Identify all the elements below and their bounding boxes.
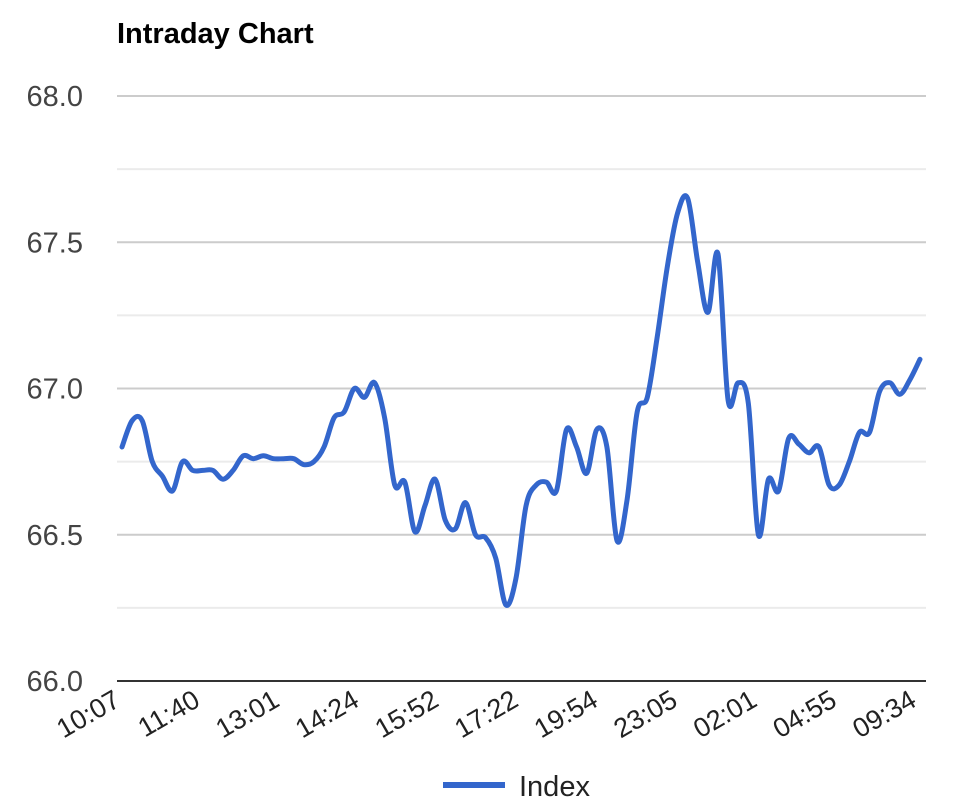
x-tick-label: 17:22 (449, 684, 523, 744)
y-tick-label: 66.0 (27, 666, 83, 698)
x-tick-label: 13:01 (211, 684, 285, 744)
x-tick-label: 14:24 (290, 684, 364, 744)
x-tick-label: 11:40 (133, 684, 205, 743)
x-tick-label: 04:55 (768, 684, 842, 744)
y-tick-label: 66.5 (27, 520, 83, 552)
chart-title: Intraday Chart (117, 18, 314, 50)
x-tick-label: 23:05 (609, 684, 683, 744)
x-tick-label: 15:52 (370, 684, 444, 744)
x-tick-label: 19:54 (529, 684, 603, 744)
legend[interactable]: Index (443, 771, 590, 803)
legend-label-index: Index (519, 771, 590, 803)
x-tick-label: 02:01 (688, 684, 762, 744)
y-tick-label: 67.0 (27, 374, 83, 406)
series-layer (119, 193, 923, 608)
x-tick-label: 09:34 (847, 684, 921, 744)
x-axis-ticks: 10:07 11:40 13:01 14:24 15:52 17:22 19:54 23:05… (51, 684, 921, 744)
y-tick-label: 68.0 (27, 81, 83, 113)
minor-gridlines (117, 168, 926, 609)
series-line-index[interactable] (119, 193, 923, 608)
y-axis-ticks: 66.0 66.5 67.0 67.5 68.0 (27, 81, 83, 698)
y-tick-label: 67.5 (27, 227, 83, 259)
major-gridlines (117, 95, 926, 682)
